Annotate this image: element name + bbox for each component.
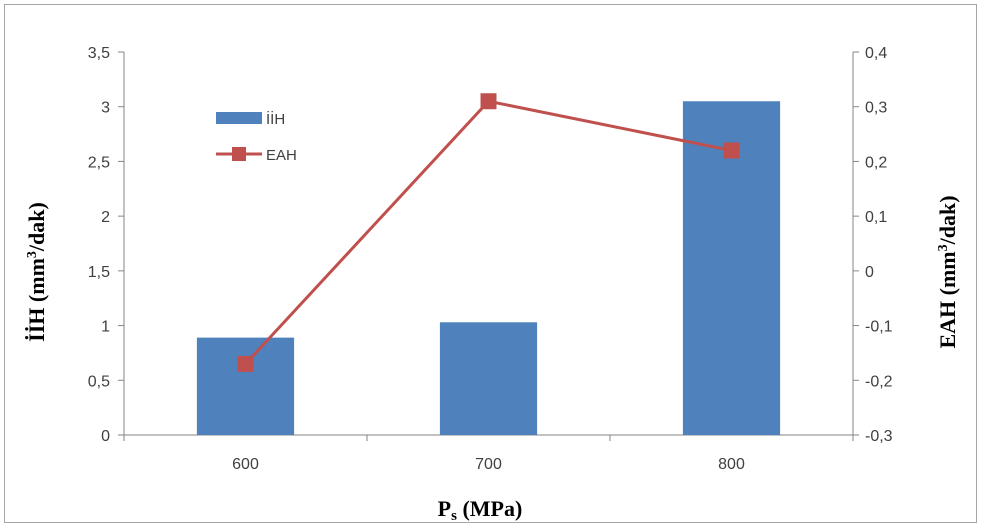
line-point — [480, 93, 497, 110]
y-left-tick-label: 0,5 — [88, 373, 110, 390]
y-axis-right-title: EAH (mm3/dak) — [935, 195, 960, 348]
x-tick-label: 700 — [475, 456, 502, 473]
x-tick-label: 800 — [718, 456, 745, 473]
y-right-tick-label: 0,1 — [865, 209, 887, 226]
legend-label-line: EAH — [266, 147, 297, 164]
y-left-tick-label: 2,5 — [88, 154, 110, 171]
y-left-tick-label: 0 — [101, 428, 110, 445]
tick-labels: 0 0,5 1 1,5 2 2,5 3 3,5 -0,3 -0,2 -0,1 0 0,1 0,2 0,3 0,… — [88, 45, 893, 473]
bar — [196, 337, 295, 435]
y-right-tick-label: 0 — [865, 264, 874, 281]
legend: İİH EAH — [216, 110, 297, 164]
y-left-tick-label: 3 — [101, 100, 110, 117]
y-right-tick-label: 0,3 — [865, 100, 887, 117]
y-right-tick-label: -0,1 — [865, 319, 893, 336]
line-point — [723, 142, 740, 159]
x-tick-label: 600 — [232, 456, 259, 473]
y-right-tick-label: -0,2 — [865, 373, 893, 390]
chart-frame — [4, 4, 977, 523]
legend-label-bar: İİH — [266, 110, 285, 128]
y-left-tick-label: 1 — [101, 319, 110, 336]
bar — [439, 322, 538, 435]
y-left-tick-label: 3,5 — [88, 45, 110, 62]
legend-swatch-bar — [216, 112, 262, 124]
y-right-tick-label: -0,3 — [865, 428, 893, 445]
y-left-tick-label: 1,5 — [88, 264, 110, 281]
y-axis-left-title: İİH (mm3/dak) — [24, 202, 49, 342]
y-right-tick-label: 0,4 — [865, 45, 887, 62]
line-point — [237, 355, 254, 372]
x-axis-title: Ps (MPa) — [438, 496, 523, 524]
line-series — [237, 93, 740, 372]
y-right-tick-label: 0,2 — [865, 154, 887, 171]
y-left-tick-label: 2 — [101, 209, 110, 226]
legend-swatch-marker — [232, 147, 246, 161]
